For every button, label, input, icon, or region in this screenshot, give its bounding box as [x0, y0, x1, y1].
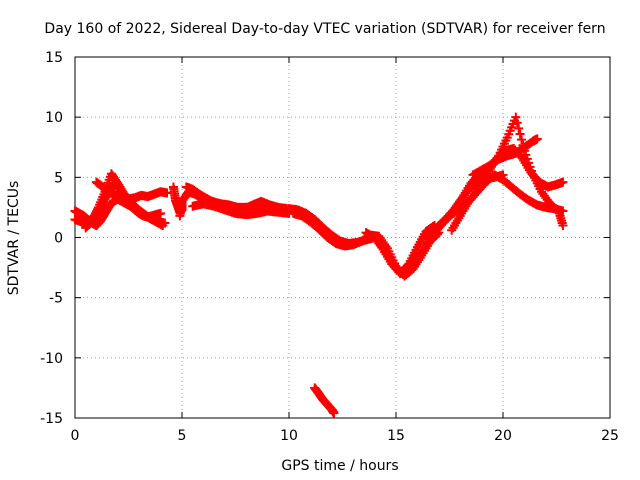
- series-track-e: [168, 182, 187, 221]
- data-point: [514, 123, 524, 133]
- x-axis: 0 5 10 15 20 25: [71, 57, 619, 444]
- data-point: [515, 129, 525, 139]
- series-track-d: [91, 177, 172, 204]
- data-point: [158, 220, 168, 230]
- chart-title: Day 160 of 2022, Sidereal Day-to-day VTE…: [44, 21, 605, 37]
- x-tick-label: 5: [178, 428, 187, 444]
- y-axis-label: SDTVAR / TECUs: [6, 181, 22, 296]
- x-axis-label: GPS time / hours: [281, 458, 398, 474]
- y-tick-label: -10: [40, 351, 63, 367]
- series-track-n: [447, 170, 568, 235]
- series-track-p: [310, 383, 339, 418]
- grid: [75, 57, 610, 418]
- x-tick-label: 0: [71, 428, 80, 444]
- data-point: [175, 211, 185, 221]
- data-point: [512, 118, 522, 128]
- data-point: [511, 112, 521, 122]
- data-points: [70, 112, 568, 418]
- y-tick-label: 0: [54, 231, 63, 247]
- data-point: [532, 134, 542, 144]
- y-tick-label: -5: [49, 291, 63, 307]
- y-tick-label: 5: [54, 170, 63, 186]
- y-tick-label: 15: [45, 50, 63, 66]
- series-track-o: [468, 134, 542, 180]
- x-tick-label: 20: [494, 428, 512, 444]
- x-tick-label: 10: [280, 428, 298, 444]
- data-point: [517, 135, 527, 145]
- data-point: [329, 408, 339, 418]
- series-track-h: [188, 199, 294, 220]
- data-point: [156, 208, 166, 218]
- data-point: [558, 220, 568, 230]
- y-tick-label: 10: [45, 110, 63, 126]
- y-axis: -15 -10 -5 0 5 10 15: [40, 50, 610, 427]
- x-tick-label: 15: [387, 428, 405, 444]
- data-point: [558, 206, 568, 216]
- data-point: [558, 177, 568, 187]
- x-tick-label: 25: [601, 428, 619, 444]
- data-point: [162, 188, 172, 198]
- y-tick-label: -15: [40, 411, 63, 427]
